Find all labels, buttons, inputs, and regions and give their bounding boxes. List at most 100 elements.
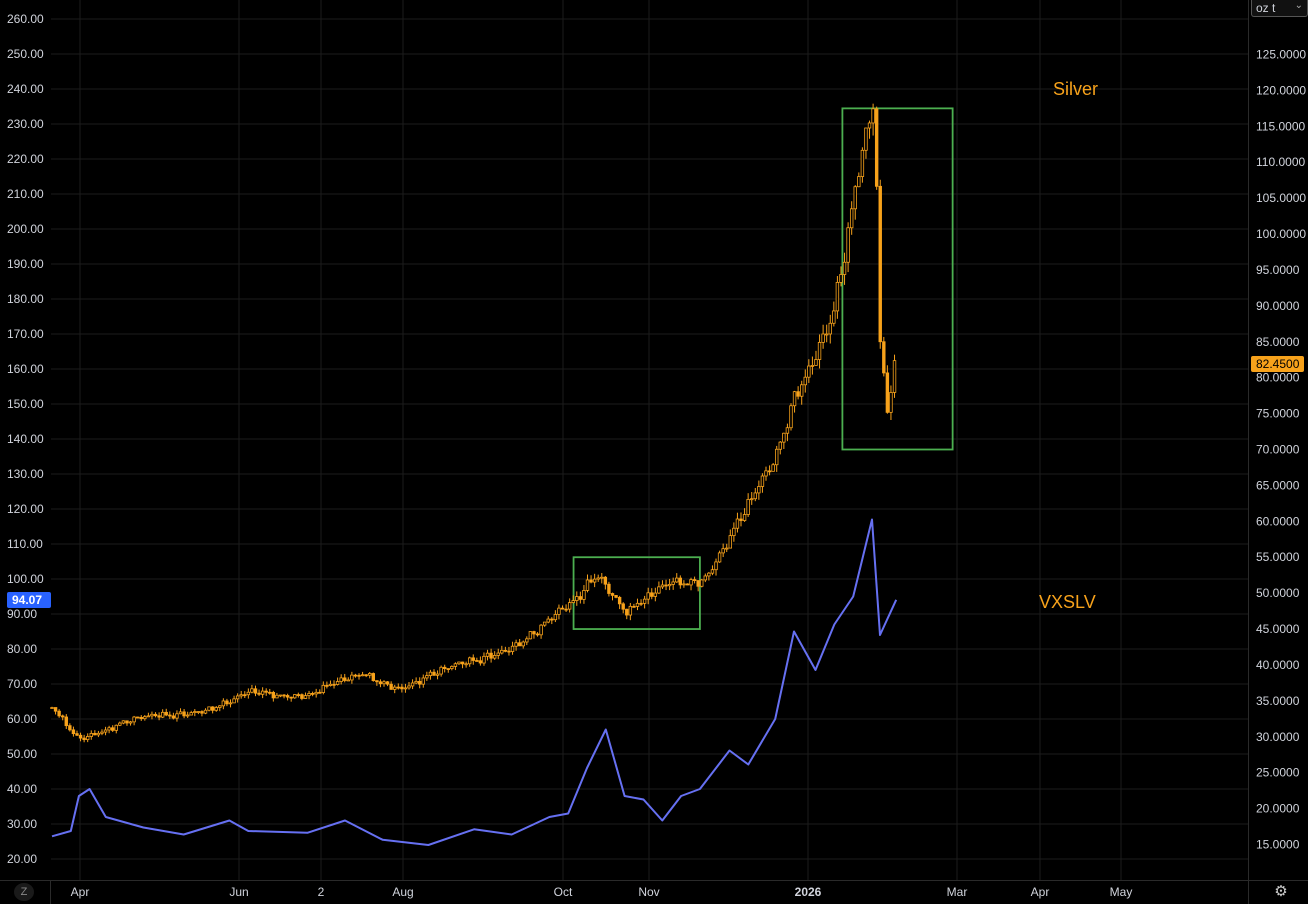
silver-candle [378, 681, 383, 685]
silver-candle [721, 548, 725, 554]
right-tick-label: 45.0000 [1256, 622, 1300, 636]
silver-candle [303, 695, 308, 699]
silver-candle [689, 579, 693, 586]
right-tick-label: 65.0000 [1256, 478, 1300, 492]
silver-candle [667, 583, 672, 587]
silver-candle [767, 470, 772, 473]
left-tick-label: 160.00 [7, 362, 44, 376]
silver-candle [400, 686, 404, 690]
silver-candle [107, 727, 111, 731]
silver-candle [343, 677, 347, 681]
left-tick-label: 70.00 [7, 677, 37, 691]
right-tick-label: 75.0000 [1256, 407, 1300, 421]
silver-candle [610, 593, 615, 596]
silver-candle [467, 657, 472, 665]
silver-candle [421, 677, 425, 685]
left-tick-label: 40.00 [7, 782, 37, 796]
silver-candle [203, 709, 208, 714]
right-badge-text: 82.4500 [1256, 357, 1300, 371]
left-axis[interactable]: 260.00 250.00 240.00 230.00 220.00 210.00 200.… [7, 12, 44, 866]
silver-candle [525, 638, 529, 643]
silver-candle [346, 679, 351, 682]
silver-candle [278, 694, 283, 697]
silver-candle [403, 687, 408, 690]
right-tick-label: 120.0000 [1256, 83, 1306, 97]
silver-candle [660, 584, 665, 588]
silver-candle [275, 694, 279, 699]
silver-candle [650, 592, 654, 597]
silver-candle [728, 535, 732, 549]
silver-candle [507, 650, 511, 653]
silver-candle [496, 652, 500, 656]
silver-candle [453, 663, 458, 667]
highlight-box [572, 556, 701, 630]
silver-candle [57, 710, 61, 717]
left-tick-label: 220.00 [7, 152, 44, 166]
silver-candle [185, 714, 190, 717]
silver-candle [625, 608, 629, 616]
silver-candle [635, 602, 640, 607]
silver-candle [764, 470, 768, 477]
left-tick-label: 170.00 [7, 327, 44, 341]
silver-candle [150, 713, 154, 717]
silver-candle [510, 645, 515, 652]
left-tick-label: 20.00 [7, 852, 37, 866]
silver-candle [489, 652, 493, 659]
silver-candle [589, 579, 593, 583]
silver-candle [539, 624, 543, 636]
silver-candle [678, 577, 683, 586]
silver-candle [882, 341, 886, 374]
silver-candle [792, 391, 797, 407]
x-tick-label: May [1110, 885, 1133, 899]
silver-candle [432, 671, 436, 676]
timezone-button[interactable]: Z [14, 883, 34, 901]
left-tick-label: 110.00 [7, 537, 43, 551]
silver-candle [464, 663, 468, 666]
silver-candle [100, 731, 104, 734]
silver-candle [585, 579, 590, 591]
silver-candle [89, 733, 93, 737]
silver-candle [750, 498, 754, 501]
silver-candle [410, 682, 415, 687]
silver-candle [732, 527, 736, 537]
silver-candle [314, 691, 318, 695]
silver-candle [425, 675, 429, 679]
silver-candle [871, 108, 875, 124]
silver-candle [350, 674, 354, 681]
silver-candle [296, 694, 301, 697]
silver-candle [849, 208, 854, 229]
settings-button[interactable]: ⚙ [1270, 881, 1292, 903]
silver-candle [500, 649, 504, 654]
left-last-value-badge: 94.07 [7, 592, 51, 608]
time-axis[interactable]: Apr Jun 2 Aug Oct Nov 2026 Mar Apr May [71, 885, 1133, 899]
left-tick-label: 210.00 [7, 187, 44, 201]
unit-selector-button[interactable]: oz t ⌄ [1251, 0, 1308, 17]
left-tick-label: 150.00 [7, 397, 44, 411]
x-tick-label: Nov [638, 885, 659, 899]
silver-candle [75, 733, 79, 736]
silver-candle [878, 185, 882, 343]
silver-candle [657, 586, 661, 594]
silver-candle [575, 596, 579, 601]
silver-candle [835, 281, 840, 312]
right-tick-label: 95.0000 [1256, 263, 1300, 277]
silver-candle [460, 661, 465, 665]
silver-candle [439, 666, 443, 675]
left-tick-label: 260.00 [7, 12, 44, 26]
silver-candle [61, 715, 65, 718]
silver-candle [671, 581, 675, 585]
silver-candle [757, 486, 761, 494]
silver-candle [596, 577, 600, 580]
silver-candle [50, 707, 54, 709]
silver-candle [214, 707, 218, 711]
silver-candle [125, 720, 129, 724]
left-tick-label: 180.00 [7, 292, 44, 306]
silver-candle [135, 716, 140, 719]
silver-candle [393, 686, 397, 690]
silver-candle [307, 692, 311, 696]
silver-candle [892, 360, 897, 393]
silver-candle [293, 694, 297, 699]
right-axis[interactable]: 125.0000 120.0000 115.0000 110.0000 105.0000… [1256, 48, 1306, 852]
silver-candle [225, 700, 229, 705]
